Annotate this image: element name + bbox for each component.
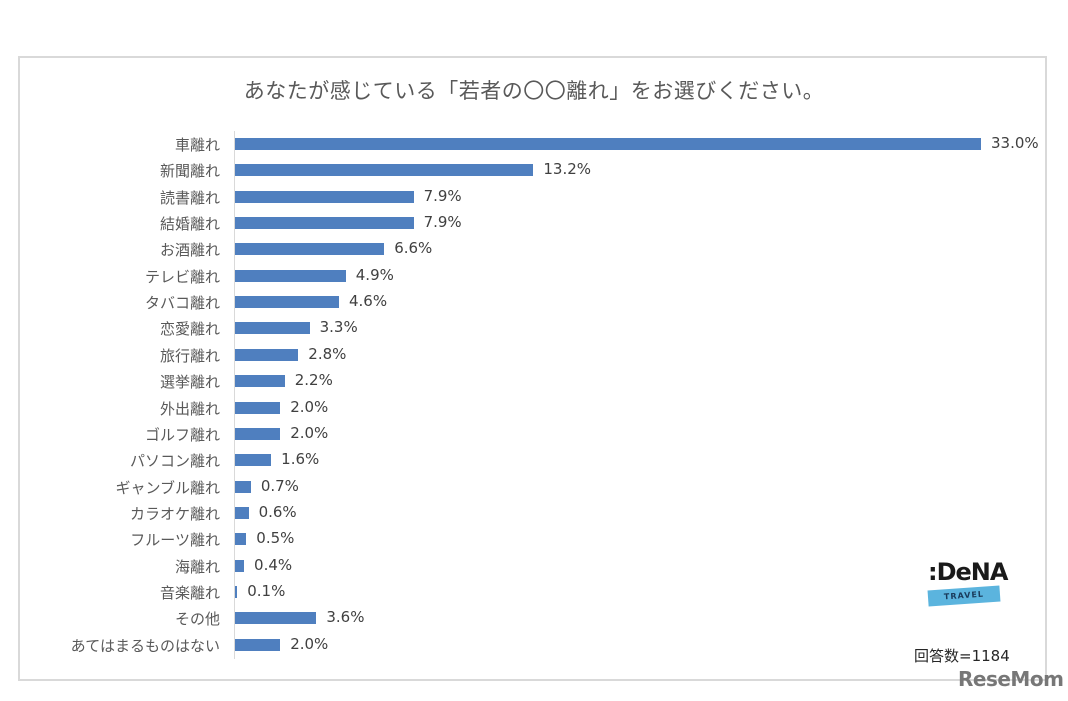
value-label: 33.0% [991, 134, 1039, 152]
bar [235, 427, 281, 440]
value-label: 2.0% [290, 423, 329, 442]
chart-title: あなたが感じている「若者の〇〇離れ」をお選びください。 [243, 79, 825, 103]
category-label: 新聞離れ [159, 162, 220, 181]
category-label: 結婚離れ [159, 215, 220, 234]
bar [235, 190, 414, 203]
bar-row: ゴルフ離れ 2.0% [0, 421, 1068, 447]
bar [235, 401, 281, 414]
category-label: あてはまるものはない [70, 636, 220, 655]
category-label: カラオケ離れ [129, 504, 220, 523]
logo-sub-text: TRAVEL [943, 589, 985, 602]
bar-row: 結婚離れ 7.9% [0, 210, 1068, 236]
value-label: 0.6% [258, 502, 297, 521]
category-label: 恋愛離れ [159, 320, 220, 339]
bar [235, 243, 385, 256]
bar [235, 217, 414, 230]
category-label: 外出離れ [159, 399, 220, 418]
bar [235, 585, 238, 598]
value-label: 4.6% [348, 292, 388, 311]
value-label: 4.9% [355, 265, 394, 284]
value-label: 3.6% [326, 608, 365, 627]
sample-size-note: 回答数=1184 [914, 647, 1010, 665]
bar-row: パソコン離れ 1.6% [0, 447, 1068, 473]
category-label: 読書離れ [159, 188, 220, 207]
category-label: ギャンブル離れ [115, 478, 220, 497]
value-label: 0.7% [260, 476, 299, 495]
category-label: 音楽離れ [159, 583, 220, 602]
bar [235, 638, 281, 651]
value-label: 0.5% [256, 529, 295, 548]
bar [235, 506, 249, 519]
bar-row: タバコ離れ 4.6% [0, 289, 1068, 315]
value-label: 2.8% [308, 344, 347, 363]
bar-row: カラオケ離れ 0.6% [0, 500, 1068, 526]
bar [235, 480, 251, 493]
bar-row: お酒離れ 6.6% [0, 236, 1068, 262]
value-label: 0.1% [247, 581, 286, 600]
bar-row: その他 3.6% [0, 605, 1068, 631]
bar-row: 旅行離れ 2.8% [0, 342, 1068, 368]
bar [235, 348, 299, 361]
category-label: テレビ離れ [144, 267, 220, 286]
bar [235, 322, 310, 335]
value-label: 13.2% [543, 160, 592, 179]
category-label: その他 [174, 610, 220, 629]
resemom-watermark: ReseMom [958, 667, 1064, 691]
category-label: お酒離れ [159, 241, 220, 260]
category-label: 海離れ [174, 557, 220, 576]
value-label: 2.2% [294, 371, 333, 390]
value-label: 3.3% [319, 318, 358, 337]
bar-row: 読書離れ 7.9% [0, 184, 1068, 210]
bar-row: フルーツ離れ 0.5% [0, 526, 1068, 552]
bar [235, 164, 534, 177]
bar [235, 296, 339, 309]
value-label: 1.6% [281, 450, 320, 469]
bar-row: 外出離れ 2.0% [0, 395, 1068, 421]
value-label: 2.0% [290, 397, 329, 416]
value-label: 6.6% [394, 239, 433, 258]
category-label: パソコン離れ [129, 452, 220, 471]
category-label: 車離れ [174, 136, 220, 154]
bar [235, 269, 346, 282]
bar-row: テレビ離れ 4.9% [0, 263, 1068, 289]
bar-row: ギャンブル離れ 0.7% [0, 474, 1068, 500]
bar-row: 音楽離れ 0.1% [0, 579, 1068, 605]
y-axis-line [234, 131, 235, 659]
bar-row: 選挙離れ 2.2% [0, 368, 1068, 394]
bar [235, 533, 247, 546]
bar [235, 375, 285, 388]
chart-frame [18, 56, 1047, 681]
bar-row: 新聞離れ 13.2% [0, 157, 1068, 183]
category-label: 選挙離れ [159, 373, 220, 392]
value-label: 0.4% [254, 555, 293, 574]
dena-travel-logo: :DeNA TRAVEL [924, 558, 1008, 608]
bar [235, 454, 272, 467]
logo-band: TRAVEL [927, 585, 1001, 607]
bar [235, 138, 981, 150]
bar-row: 車離れ 33.0% [0, 131, 1068, 157]
category-label: フルーツ離れ [130, 531, 220, 550]
bar-row: 恋愛離れ 3.3% [0, 315, 1068, 341]
value-label: 2.0% [290, 634, 329, 653]
category-label: ゴルフ離れ [144, 425, 220, 444]
logo-brand-text: :DeNA [928, 558, 1008, 586]
bar-row: あてはまるものはない 2.0% [0, 632, 1068, 658]
bar-row: 海離れ 0.4% [0, 553, 1068, 579]
bar [235, 559, 245, 572]
value-label: 7.9% [423, 213, 462, 232]
category-label: 旅行離れ [159, 346, 220, 365]
bar [235, 612, 317, 625]
value-label: 7.9% [423, 186, 462, 205]
category-label: タバコ離れ [144, 294, 220, 313]
